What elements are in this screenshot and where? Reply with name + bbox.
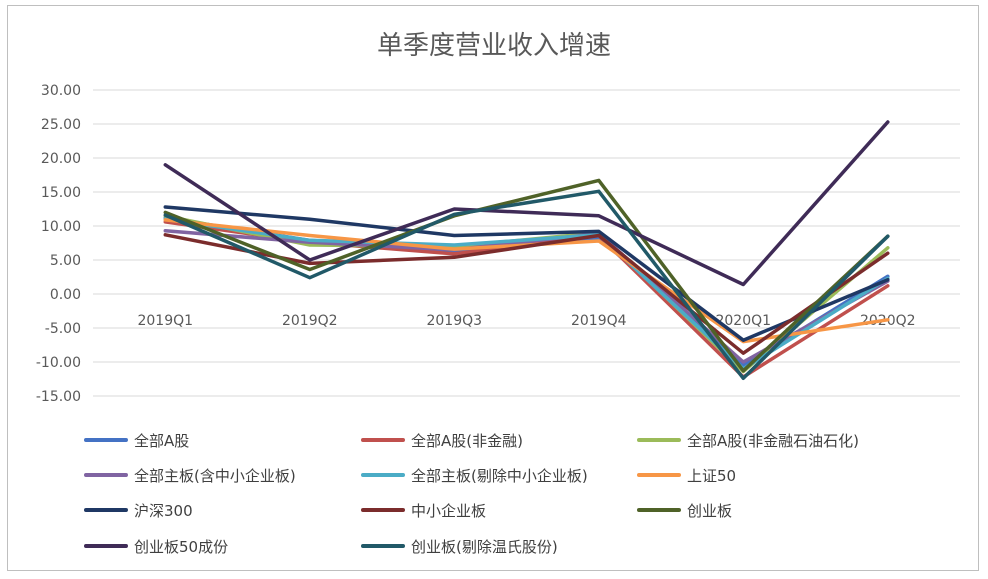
legend-item: 中小企业板: [361, 502, 486, 520]
series-line: [163, 178, 890, 373]
legend-label: 全部A股(非金融石油石化): [687, 432, 859, 450]
chart-frame: 单季度营业收入增速 30.00 25.00 20.00 15.00 10.00 5.00 0…: [7, 5, 979, 571]
legend-item: 上证50: [637, 467, 736, 485]
legend-label: 创业板(剔除温氏股份): [411, 538, 558, 556]
legend-item: 全部主板(剔除中小企业板): [361, 467, 588, 485]
x-category-label: 2019Q2: [282, 313, 338, 329]
gridlines: [93, 89, 960, 397]
legend-item: 全部A股(非金融): [361, 432, 523, 450]
legend: 全部A股 全部A股(非金融) 全部A股(非金融石油石化) 全部主板(含中小企业板) 全部…: [84, 432, 859, 556]
x-category-label: 2019Q4: [571, 313, 627, 329]
legend-item: 全部A股: [84, 432, 189, 450]
y-tick-label: 5.00: [50, 253, 81, 269]
legend-label: 全部主板(含中小企业板): [134, 467, 296, 485]
y-tick-label: 10.00: [41, 219, 81, 235]
legend-item: 创业板: [637, 502, 732, 520]
legend-item: 创业板50成份: [84, 538, 228, 556]
legend-label: 创业板50成份: [134, 538, 228, 556]
legend-item: 全部A股(非金融石油石化): [637, 432, 859, 450]
chart-title: 单季度营业收入增速: [377, 31, 611, 61]
y-tick-label: -15.00: [36, 389, 81, 405]
y-tick-label: 15.00: [41, 185, 81, 201]
y-tick-label: -5.00: [45, 321, 81, 337]
legend-label: 创业板: [687, 502, 732, 520]
legend-label: 全部A股: [134, 432, 189, 450]
y-tick-label: 0.00: [50, 287, 81, 303]
series-line: [163, 120, 890, 287]
legend-item: 沪深300: [84, 502, 193, 520]
y-axis-ticks: 30.00 25.00 20.00 15.00 10.00 5.00 0.00 -5.00 -1…: [36, 83, 81, 405]
x-category-label: 2020Q1: [715, 313, 771, 329]
series-line: [163, 205, 890, 342]
legend-label: 沪深300: [134, 502, 193, 520]
line-chart: 单季度营业收入增速 30.00 25.00 20.00 15.00 10.00 5.00 0…: [36, 31, 960, 556]
legend-label: 全部主板(剔除中小企业板): [411, 467, 588, 485]
legend-item: 全部主板(含中小企业板): [84, 467, 296, 485]
x-category-label: 2019Q3: [426, 313, 482, 329]
legend-item: 创业板(剔除温氏股份): [361, 538, 558, 556]
y-tick-label: 30.00: [41, 83, 81, 99]
series-lines: [163, 120, 890, 381]
legend-label: 中小企业板: [411, 502, 486, 520]
series-line: [163, 189, 890, 381]
legend-label: 上证50: [687, 467, 736, 485]
legend-label: 全部A股(非金融): [411, 432, 523, 450]
y-tick-label: 25.00: [41, 117, 81, 133]
x-axis-categories: 2019Q1 2019Q2 2019Q3 2019Q4 2020Q1 2020Q2: [137, 313, 915, 329]
x-category-label: 2019Q1: [137, 313, 193, 329]
y-tick-label: -10.00: [36, 355, 81, 371]
y-tick-label: 20.00: [41, 151, 81, 167]
